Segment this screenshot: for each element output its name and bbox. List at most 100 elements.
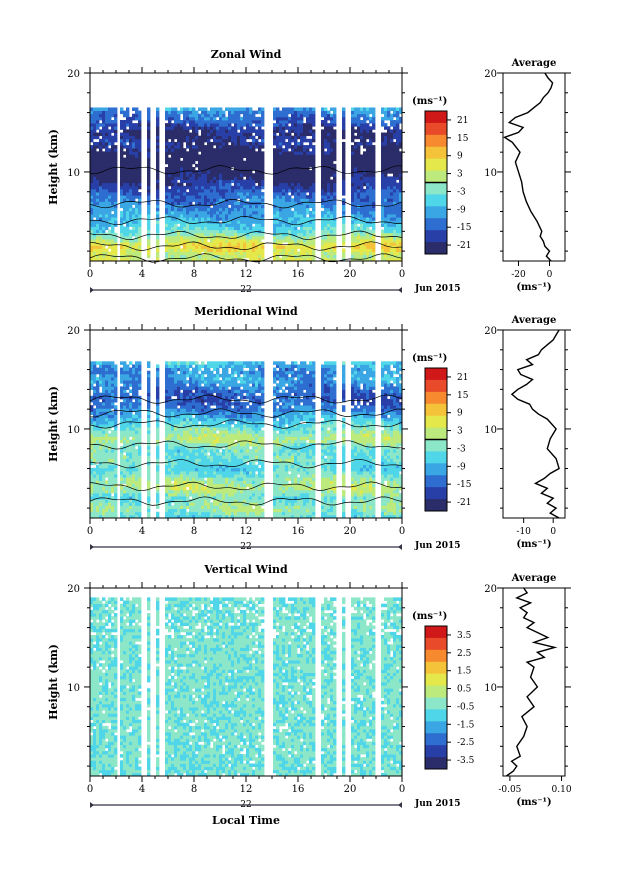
- heatmap-cell: [147, 226, 151, 231]
- heatmap-cell: [99, 417, 103, 422]
- heatmap-cell: [138, 214, 142, 218]
- heatmap-cell: [381, 110, 385, 115]
- heatmap-cell: [312, 204, 316, 209]
- heatmap-cell: [321, 179, 325, 184]
- heatmap-cell: [93, 141, 97, 146]
- heatmap-cell: [309, 107, 313, 111]
- heatmap-cell: [147, 220, 151, 224]
- heatmap-cell: [309, 123, 313, 127]
- heatmap-cell: [261, 163, 265, 168]
- heatmap-cell: [243, 239, 247, 243]
- heatmap-cell: [249, 120, 253, 124]
- heatmap-cell: [165, 132, 169, 137]
- heatmap-cell: [216, 129, 220, 133]
- heatmap-cell: [246, 154, 250, 158]
- heatmap-cell: [321, 192, 325, 196]
- heatmap-cell: [321, 138, 325, 143]
- heatmap-cell: [195, 192, 199, 196]
- heatmap-cell: [177, 123, 181, 127]
- heatmap-cell: [261, 176, 265, 180]
- heatmap-cell: [195, 226, 199, 231]
- heatmap-cell: [384, 138, 388, 143]
- heatmap-cell: [90, 226, 94, 231]
- heatmap-cell: [327, 176, 331, 180]
- heatmap-cell: [105, 486, 109, 491]
- heatmap-cell: [240, 116, 244, 121]
- heatmap-cell: [165, 207, 169, 212]
- heatmap-cell: [174, 248, 178, 252]
- heatmap-cell: [243, 226, 247, 231]
- heatmap-cell: [114, 430, 118, 434]
- heatmap-cell: [138, 116, 142, 121]
- heatmap-cell: [198, 245, 202, 249]
- heatmap-cell: [96, 392, 100, 397]
- heatmap-cell: [363, 151, 367, 155]
- heatmap-cell: [282, 201, 286, 205]
- heatmap-cell: [366, 232, 370, 237]
- heatmap-cell: [93, 455, 97, 459]
- heatmap-cell: [261, 179, 265, 184]
- heatmap-cell: [237, 132, 241, 137]
- heatmap-cell: [174, 242, 178, 246]
- heatmap-cell: [300, 257, 304, 262]
- heatmap-cell: [381, 214, 385, 218]
- heatmap-cell: [390, 248, 394, 252]
- heatmap-cell: [327, 110, 331, 115]
- heatmap-cell: [303, 195, 307, 199]
- heatmap-cell: [90, 458, 94, 462]
- heatmap-cell: [96, 257, 100, 262]
- heatmap-cell: [387, 141, 391, 146]
- heatmap-cell: [261, 145, 265, 149]
- heatmap-cell: [201, 204, 205, 209]
- heatmap-cell: [354, 167, 358, 171]
- heatmap-cell: [276, 160, 280, 165]
- heatmap-cell: [105, 107, 109, 111]
- heatmap-cell: [258, 110, 262, 115]
- heatmap-cell: [252, 217, 256, 221]
- heatmap-cell: [147, 163, 151, 168]
- heatmap-cell: [201, 154, 205, 158]
- heatmap-cell: [135, 380, 139, 384]
- heatmap-cell: [102, 477, 106, 481]
- heatmap-cell: [108, 511, 112, 516]
- heatmap-cell: [285, 167, 289, 171]
- heatmap-cell: [231, 192, 235, 196]
- heatmap-cell: [135, 492, 139, 497]
- heatmap-cell: [171, 254, 175, 259]
- heatmap-cell: [96, 170, 100, 174]
- heatmap-cell: [294, 110, 298, 115]
- heatmap-cell: [351, 170, 355, 174]
- heatmap-cell: [114, 377, 118, 381]
- heatmap-cell: [111, 192, 115, 196]
- heatmap-cell: [252, 229, 256, 234]
- heatmap-cell: [105, 439, 109, 444]
- heatmap-cell: [207, 145, 211, 149]
- heatmap-cell: [333, 132, 337, 137]
- heatmap-cell: [372, 220, 376, 224]
- heatmap-cell: [96, 427, 100, 431]
- heatmap-cell: [207, 248, 211, 252]
- heatmap-cell: [294, 154, 298, 158]
- heatmap-cell: [165, 217, 169, 221]
- heatmap-cell: [198, 182, 202, 187]
- heatmap-cell: [165, 214, 169, 218]
- heatmap-cell: [297, 176, 301, 180]
- heatmap-cell: [99, 424, 103, 428]
- heatmap-cell: [138, 402, 142, 406]
- heatmap-cell: [288, 248, 292, 252]
- heatmap-cell: [210, 113, 214, 118]
- heatmap-cell: [120, 455, 124, 459]
- heatmap-cell: [288, 129, 292, 133]
- heatmap-cell: [213, 207, 217, 212]
- heatmap-cell: [246, 163, 250, 168]
- heatmap-cell: [354, 176, 358, 180]
- heatmap-cell: [213, 239, 217, 243]
- heatmap-cell: [363, 123, 367, 127]
- heatmap-cell: [129, 389, 133, 394]
- heatmap-cell: [321, 110, 325, 115]
- heatmap-cell: [300, 179, 304, 184]
- heatmap-cell: [303, 179, 307, 184]
- heatmap-cell: [138, 395, 142, 400]
- heatmap-cell: [174, 132, 178, 137]
- heatmap-cell: [309, 185, 313, 190]
